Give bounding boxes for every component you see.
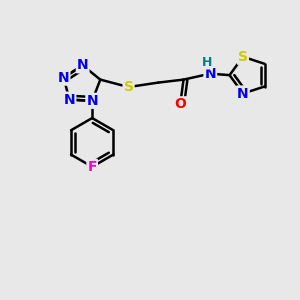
Text: F: F: [87, 160, 97, 174]
Text: H: H: [202, 56, 212, 69]
Text: S: S: [124, 80, 134, 94]
Text: O: O: [175, 97, 187, 111]
Text: N: N: [86, 94, 98, 108]
Text: N: N: [64, 93, 75, 106]
Text: N: N: [58, 71, 69, 85]
Text: N: N: [205, 67, 216, 81]
Text: N: N: [237, 86, 249, 100]
Text: N: N: [77, 58, 88, 72]
Text: S: S: [238, 50, 248, 64]
